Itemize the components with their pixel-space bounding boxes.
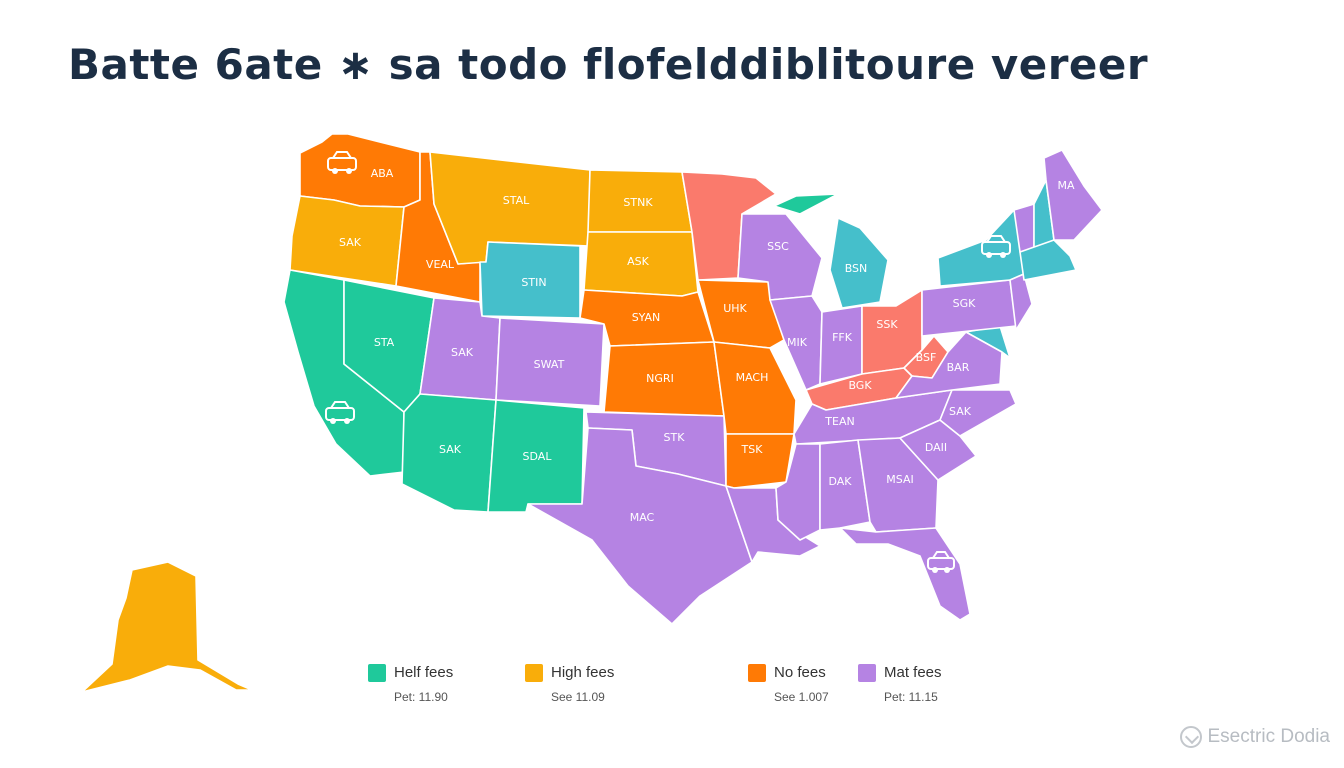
state-label-id: VEAL [426, 258, 455, 271]
state-label-me: MA [1057, 179, 1074, 192]
state-label-oh: SSK [876, 318, 898, 331]
state-in [819, 305, 863, 385]
state-nj [1009, 273, 1033, 331]
state-ma [1019, 239, 1077, 281]
state-label-in: FFK [832, 331, 853, 344]
legend-sub-label: Pet: 11.90 [394, 690, 448, 704]
state-label-mo: MACH [736, 371, 769, 384]
legend-swatch [525, 664, 543, 682]
labels-layer: ABA SAK VEAL STAL STIN STA SAK SWAT SAK SDAL STNK A… [339, 167, 1075, 524]
legend-label: Helf fees [394, 664, 454, 681]
state-label-nd: STNK [623, 196, 653, 209]
state-label-ar: TSK [741, 443, 764, 456]
state-al [819, 439, 871, 531]
state-label-sc: DAII [925, 441, 947, 454]
watermark: Esectric Dodia [1179, 726, 1331, 748]
state-ia [697, 279, 785, 349]
logo-icon [1179, 726, 1202, 748]
legend-sub-label: See 11.09 [551, 690, 605, 704]
car-icon [327, 151, 357, 174]
state-co [495, 317, 605, 407]
state-label-or: SAK [339, 236, 362, 249]
state-mo [713, 341, 797, 435]
state-nc [939, 389, 1017, 437]
map-title: Batte 6ate ∗ sa todo flofelddiblitoure v… [68, 40, 1149, 89]
state-label-wv: BSF [916, 351, 937, 364]
car-icon [927, 551, 955, 573]
state-me [1043, 149, 1103, 241]
state-label-mi: BSN [845, 262, 868, 275]
car-icon [325, 401, 355, 424]
legend-label: High fees [551, 664, 615, 681]
state-label-wy: STIN [521, 276, 546, 289]
state-label-nm: SDAL [523, 450, 553, 463]
state-label-ky: BGK [848, 379, 872, 392]
state-label-ga: MSAI [886, 473, 913, 486]
state-label-il: MIK [787, 336, 808, 349]
state-label-ks: NGRI [646, 372, 674, 385]
state-label-tx: MAC [630, 511, 655, 524]
state-label-ok: STK [664, 431, 686, 444]
icons-layer [325, 151, 1011, 573]
legend-swatch [858, 664, 876, 682]
state-ar [725, 433, 795, 489]
state-label-nc: SAK [949, 405, 972, 418]
legend-swatch [748, 664, 766, 682]
legend-sub-label: Pet: 11.15 [884, 690, 938, 704]
state-label-tn: TEAN [824, 415, 854, 428]
car-icon [981, 235, 1011, 258]
state-fl [839, 527, 971, 621]
state-label-wa: ABA [371, 167, 394, 180]
state-label-wi: SSC [767, 240, 789, 253]
watermark-text: Esectric Dodia [1207, 726, 1331, 747]
state-mi [829, 217, 889, 309]
legend-label: No fees [774, 664, 826, 681]
state-label-ia: UHK [723, 302, 747, 315]
legend-label: Mat fees [884, 664, 942, 681]
state-label-ut: SAK [451, 346, 474, 359]
state-mi-up [773, 193, 839, 215]
state-label-mt: STAL [503, 194, 530, 207]
state-label-ne: SYAN [632, 311, 661, 324]
state-label-sd: ASK [627, 255, 650, 268]
state-label-co: SWAT [534, 358, 565, 371]
state-ak [81, 561, 253, 693]
state-label-az: SAK [439, 443, 462, 456]
states-layer [81, 133, 1103, 693]
legend-swatch [368, 664, 386, 682]
state-label-va: BAR [947, 361, 970, 374]
state-wa [299, 133, 421, 208]
state-label-al: DAK [828, 475, 852, 488]
state-sc [899, 419, 977, 481]
state-label-nv: STA [374, 336, 395, 349]
state-label-pa: SGK [953, 297, 977, 310]
legend-sub-label: See 1.007 [774, 690, 829, 704]
state-tx [527, 427, 753, 625]
